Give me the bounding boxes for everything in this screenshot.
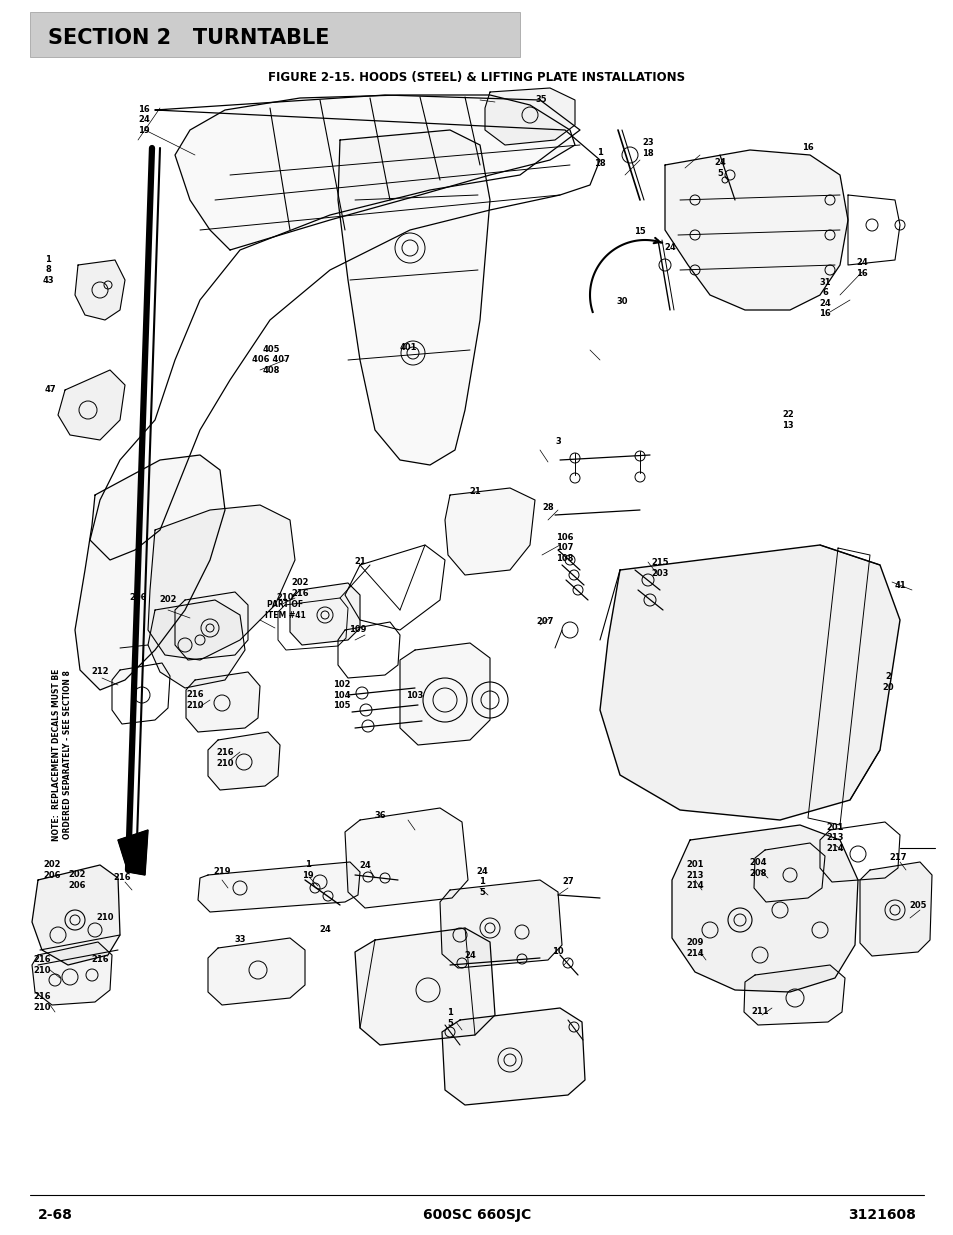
Text: 216: 216	[91, 956, 109, 965]
Polygon shape	[859, 862, 931, 956]
Text: 215
203: 215 203	[651, 558, 668, 578]
Polygon shape	[355, 927, 495, 1045]
Text: 206: 206	[129, 594, 147, 603]
Text: 205: 205	[908, 900, 925, 909]
Polygon shape	[439, 881, 561, 968]
Polygon shape	[444, 488, 535, 576]
Text: PART OF
ITEM #41: PART OF ITEM #41	[264, 600, 305, 620]
Polygon shape	[198, 862, 359, 911]
Text: 202: 202	[159, 595, 176, 604]
Polygon shape	[664, 149, 847, 310]
Bar	[30, 12, 519, 57]
Text: 219: 219	[213, 867, 231, 877]
Text: 201
213
214: 201 213 214	[825, 823, 842, 853]
Text: 209
214: 209 214	[685, 939, 703, 957]
Text: 16
24
19: 16 24 19	[138, 105, 150, 135]
Text: 24
16: 24 16	[855, 258, 867, 278]
Text: 216
210: 216 210	[216, 748, 233, 768]
Polygon shape	[75, 261, 125, 320]
Polygon shape	[345, 808, 468, 908]
Text: 210: 210	[276, 594, 294, 603]
Text: 202
206: 202 206	[43, 861, 61, 879]
Text: 204
208: 204 208	[748, 858, 766, 878]
Text: 41: 41	[893, 580, 905, 589]
Text: 212: 212	[91, 667, 109, 677]
Polygon shape	[186, 672, 260, 732]
Polygon shape	[32, 864, 120, 965]
Polygon shape	[337, 130, 490, 466]
Text: 1
19: 1 19	[302, 861, 314, 879]
Text: 21: 21	[354, 557, 366, 567]
Text: 600SC 660SJC: 600SC 660SJC	[422, 1208, 531, 1221]
Polygon shape	[148, 505, 294, 659]
Text: 47: 47	[44, 385, 56, 394]
Text: 109: 109	[349, 625, 366, 635]
Text: 23
18: 23 18	[641, 138, 653, 158]
Polygon shape	[290, 583, 359, 645]
Polygon shape	[599, 545, 899, 820]
Text: 216
210: 216 210	[33, 956, 51, 974]
Text: 216
210: 216 210	[186, 690, 204, 710]
Polygon shape	[58, 370, 125, 440]
Text: 217: 217	[888, 853, 905, 862]
Text: 24
5: 24 5	[714, 158, 725, 178]
Text: 106
107
108: 106 107 108	[556, 534, 573, 563]
Text: 2-68: 2-68	[38, 1208, 72, 1221]
Polygon shape	[208, 732, 280, 790]
Text: 102
104
105: 102 104 105	[333, 680, 351, 710]
Polygon shape	[671, 825, 857, 992]
Polygon shape	[484, 88, 575, 144]
Text: 24: 24	[319, 925, 331, 935]
Text: 3121608: 3121608	[847, 1208, 915, 1221]
Text: 1
18: 1 18	[594, 148, 605, 168]
Text: 16: 16	[801, 143, 813, 152]
Text: 1
5: 1 5	[447, 1008, 453, 1028]
Text: 216: 216	[113, 873, 131, 883]
Polygon shape	[208, 939, 305, 1005]
Text: SECTION 2   TURNTABLE: SECTION 2 TURNTABLE	[48, 28, 329, 48]
Text: 15: 15	[634, 227, 645, 236]
Text: 10: 10	[552, 947, 563, 956]
Text: FIGURE 2-15. HOODS (STEEL) & LIFTING PLATE INSTALLATIONS: FIGURE 2-15. HOODS (STEEL) & LIFTING PLA…	[268, 72, 685, 84]
Text: 24
1
5: 24 1 5	[476, 867, 487, 897]
Text: 24: 24	[464, 951, 476, 960]
Polygon shape	[32, 942, 112, 1005]
Text: 24: 24	[663, 243, 675, 252]
Text: 202
206: 202 206	[68, 871, 86, 889]
Text: 201
213
214: 201 213 214	[685, 860, 703, 890]
Polygon shape	[174, 95, 575, 249]
Text: 405
406 407
408: 405 406 407 408	[252, 345, 290, 375]
Polygon shape	[118, 830, 148, 876]
Polygon shape	[148, 600, 245, 688]
Text: 35: 35	[535, 95, 546, 105]
Text: 3: 3	[555, 437, 560, 447]
Text: 210: 210	[96, 914, 113, 923]
Text: 31
6
24
16: 31 6 24 16	[819, 278, 830, 319]
Text: 103: 103	[406, 690, 423, 699]
Text: 36: 36	[374, 810, 385, 820]
Text: 216
210: 216 210	[33, 992, 51, 1011]
Text: 211: 211	[750, 1008, 768, 1016]
Polygon shape	[743, 965, 844, 1025]
Text: 28: 28	[541, 504, 554, 513]
Text: 21: 21	[469, 488, 480, 496]
Text: 33: 33	[234, 935, 246, 945]
Text: 401: 401	[399, 343, 417, 352]
Text: 202
216: 202 216	[291, 578, 309, 598]
Polygon shape	[441, 1008, 584, 1105]
Text: 22
13: 22 13	[781, 410, 793, 430]
Text: 24: 24	[358, 861, 371, 869]
Text: NOTE:  REPLACEMENT DECALS MUST BE
ORDERED SEPARATELY - SEE SECTION 8: NOTE: REPLACEMENT DECALS MUST BE ORDERED…	[52, 669, 71, 841]
Text: 27: 27	[561, 878, 573, 887]
Text: 207: 207	[536, 618, 553, 626]
Text: 2
20: 2 20	[882, 672, 893, 692]
Text: 1
8
43: 1 8 43	[42, 256, 53, 285]
Polygon shape	[399, 643, 490, 745]
Polygon shape	[75, 454, 225, 690]
Text: 30: 30	[616, 298, 627, 306]
